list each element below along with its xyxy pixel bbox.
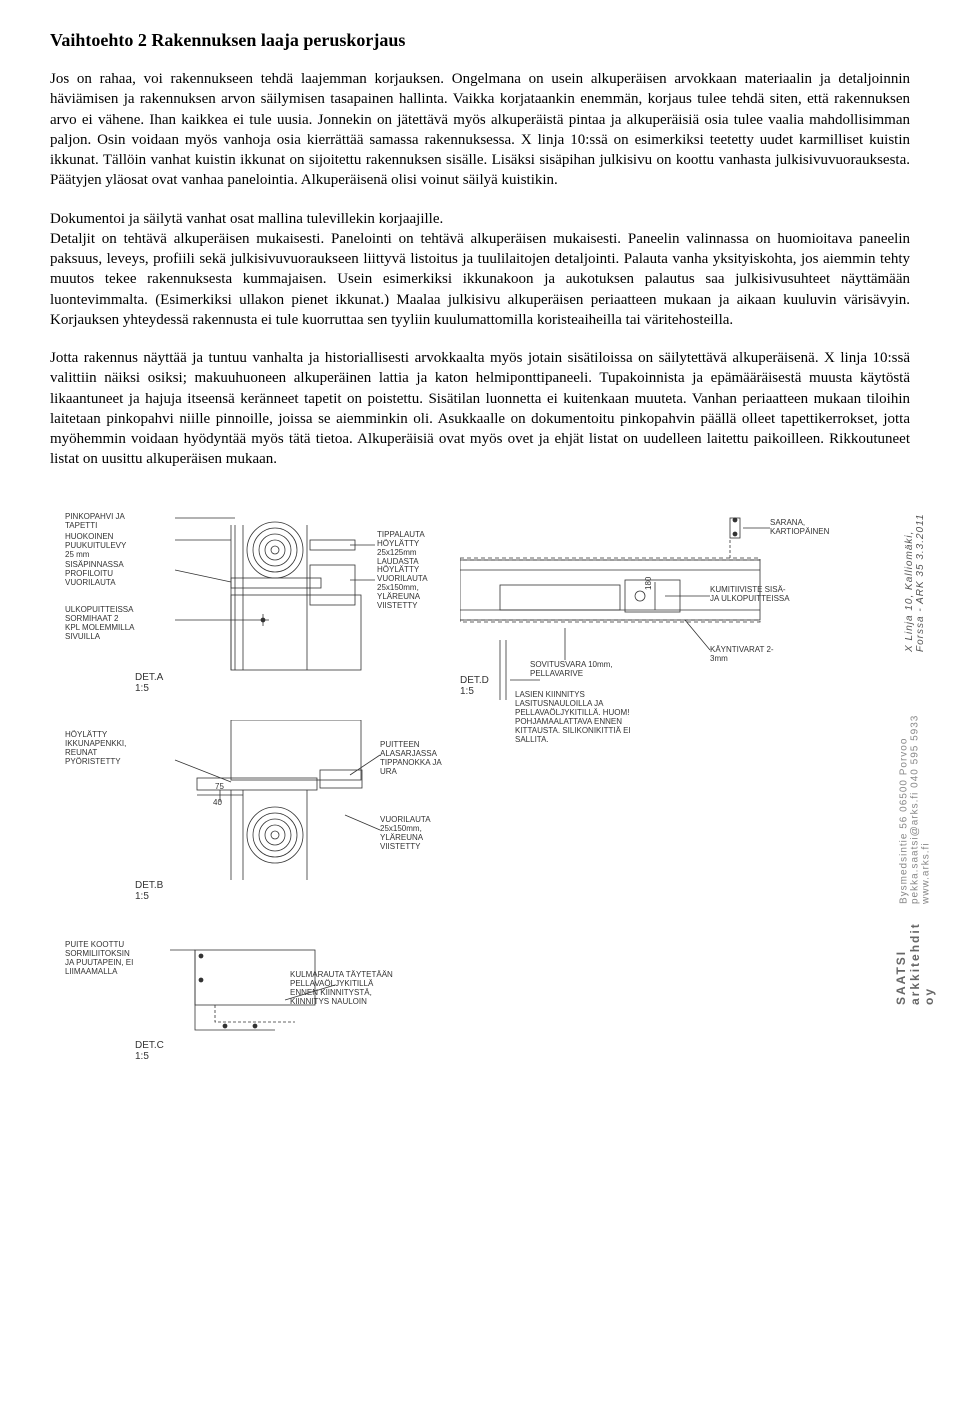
detail-c: PUITE KOOTTU SORMILIITOKSIN JA PUUTAPEIN… <box>135 940 415 1060</box>
title-block: SAATSI arkkitehdit oy Bysmedsintie 56 06… <box>905 505 925 1005</box>
label-d4: SOVITUSVARA 10mm, PELLAVARIVE <box>530 660 620 678</box>
company-name: SAATSI arkkitehdit oy <box>894 912 936 1005</box>
label-d6: LASIEN KIINNITYS LASITUSNAULOILLA JA PEL… <box>515 690 645 745</box>
paragraph-1: Jos on rahaa, voi rakennukseen tehdä laa… <box>50 69 910 191</box>
det-c-scale: 1:5 <box>135 1051 149 1062</box>
label-c2: KULMARAUTA TÄYTETÄÄN PELLAVAÖLJYKITILLÄ … <box>290 970 400 1007</box>
detail-b-drawing <box>135 720 415 895</box>
detail-d: SARANA, KARTIOPÄINEN KUMITIIVISTE SISÄ- … <box>460 510 820 735</box>
label-d2: KUMITIIVISTE SISÄ- JA ULKOPUITTEISSA <box>710 585 790 603</box>
label-d1: SARANA, KARTIOPÄINEN <box>770 518 840 536</box>
paragraph-2: Dokumentoi ja säilytä vanhat osat mallin… <box>50 209 910 331</box>
label-a2: HUOKOINEN PUUKUITULEVY 25 mm <box>65 532 135 560</box>
det-b-scale: 1:5 <box>135 891 149 902</box>
label-b5: 75 <box>215 782 224 791</box>
label-a4: ULKOPUITTEISSA SORMIHAAT 2 KPL MOLEMMILL… <box>65 605 135 642</box>
label-a5: TIPPALAUTA HÖYLÄTTY 25x125mm LAUDASTA <box>377 530 447 567</box>
page-heading: Vaihtoehto 2 Rakennuksen laaja peruskorj… <box>50 30 910 51</box>
label-b3: VUORILAUTA 25x150mm, YLÄREUNA VIISTETTY <box>380 815 450 852</box>
det-a-scale: 1:5 <box>135 683 149 694</box>
project-info: X Linja 10, Kalliomäki, Forssa - ARK 35 … <box>904 505 926 652</box>
det-d-name: DET.D <box>460 675 489 686</box>
label-b4: 40 <box>213 798 222 807</box>
label-a6: HÖYLÄTTY VUORILAUTA 25x150mm, YLÄREUNA V… <box>377 565 447 611</box>
det-c-name: DET.C <box>135 1040 164 1051</box>
label-a3: SISÄPINNASSA PROFILOITU VUORILAUTA <box>65 560 135 588</box>
detail-a: PINKOPAHVI JA TAPETTI HUOKOINEN PUUKUITU… <box>135 510 415 695</box>
label-b1: HÖYLÄTTY IKKUNAPENKKI, REUNAT PYÖRISTETT… <box>65 730 135 767</box>
drawings-area: PINKOPAHVI JA TAPETTI HUOKOINEN PUUKUITU… <box>50 500 910 1060</box>
label-d5: KÄYNTIVARAT 2-3mm <box>710 645 780 663</box>
det-d-scale: 1:5 <box>460 686 474 697</box>
paragraph-3: Jotta rakennus näyttää ja tuntuu vanhalt… <box>50 348 910 470</box>
detail-b: HÖYLÄTTY IKKUNAPENKKI, REUNAT PYÖRISTETT… <box>135 720 415 900</box>
label-c1: PUITE KOOTTU SORMILIITOKSIN JA PUUTAPEIN… <box>65 940 135 977</box>
label-b2: PUITTEEN ALASARJASSA TIPPANOKKA JA URA <box>380 740 450 777</box>
label-d3: 180 <box>644 576 653 589</box>
det-a-name: DET.A <box>135 672 163 683</box>
company-address: Bysmedsintie 56 06500 Porvoo pekka.saats… <box>899 667 932 904</box>
label-a1: PINKOPAHVI JA TAPETTI <box>65 512 135 530</box>
detail-a-drawing <box>135 510 415 690</box>
det-b-name: DET.B <box>135 880 163 891</box>
